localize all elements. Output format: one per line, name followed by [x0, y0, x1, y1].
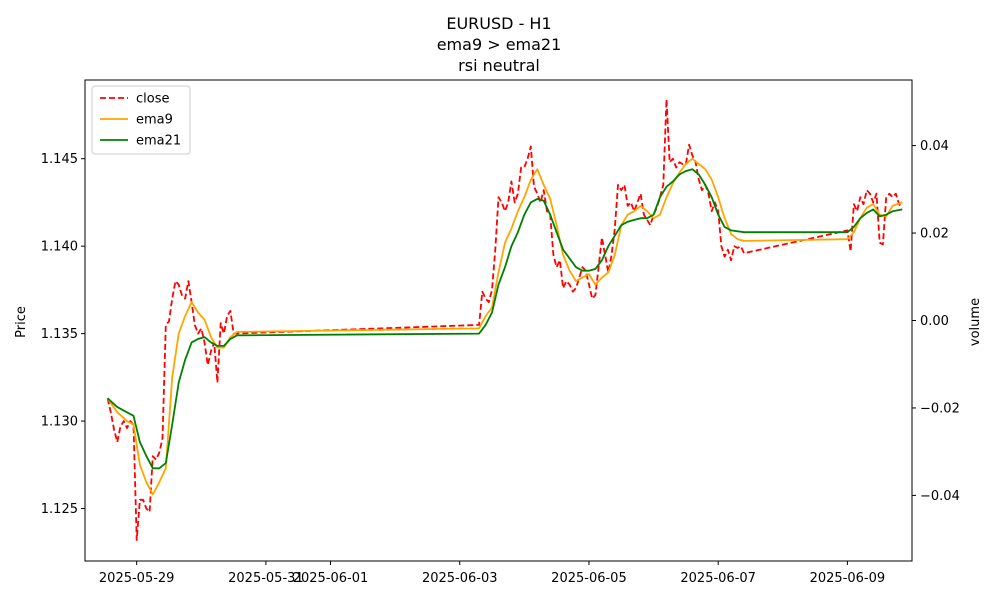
legend: close ema9 ema21	[91, 85, 191, 155]
y2-tick-label: 0.02	[920, 227, 949, 242]
series-layer	[106, 98, 903, 541]
chart-title-line-2: ema9 > ema21	[437, 35, 562, 54]
y-tick-label: 1.145	[41, 152, 78, 167]
chart-title-line-1: EURUSD - H1	[446, 14, 551, 33]
x-tick-label: 2025-06-03	[422, 571, 498, 586]
y2-tick-label: 0.00	[920, 314, 949, 329]
y-axis-label: Price	[14, 306, 29, 338]
chart-title-line-3: rsi neutral	[458, 56, 540, 75]
y2-tick-label: 0.04	[920, 139, 949, 154]
x-tick-label: 2025-06-07	[680, 571, 756, 586]
y-tick-label: 1.125	[41, 502, 78, 517]
y2-tick-label: −0.04	[920, 489, 960, 504]
legend-box	[91, 85, 191, 155]
series-line-ema9	[106, 157, 903, 496]
y-tick-label: 1.130	[41, 415, 78, 430]
x-tick-label: 2025-05-31	[228, 571, 304, 586]
x-tick-label: 2025-05-29	[99, 571, 175, 586]
y-tick-label: 1.140	[41, 240, 78, 255]
series-line-ema21	[106, 168, 903, 470]
y2-tick-label: −0.02	[920, 401, 960, 416]
legend-label-close: close	[136, 92, 169, 107]
legend-label-ema9: ema9	[136, 113, 173, 128]
y2-axis-label: volume	[968, 298, 983, 346]
x-tick-label: 2025-06-09	[810, 571, 886, 586]
x-tick-label: 2025-06-05	[551, 571, 627, 586]
y-tick-label: 1.135	[41, 327, 78, 342]
x-tick-label: 2025-06-01	[293, 571, 369, 586]
legend-label-ema21: ema21	[136, 134, 181, 149]
